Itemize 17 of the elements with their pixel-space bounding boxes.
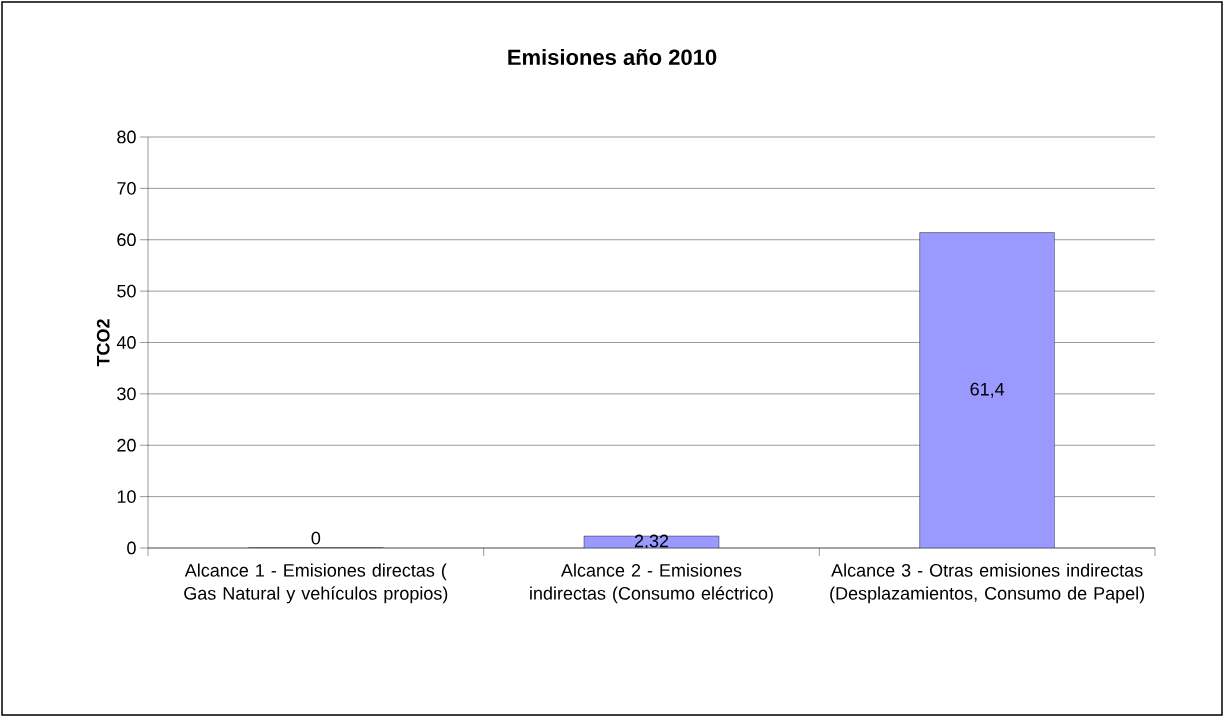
y-tick-label: 80 (117, 130, 136, 144)
data-label: 61,4 (970, 382, 1005, 398)
y-tick-label: 40 (116, 336, 136, 349)
x-tick-label: Alcance 3 - Otras emisiones indirectas (Desplazamientos, Consumo de Papel) (830, 563, 1145, 604)
y-tick-label: 50 (117, 284, 136, 298)
x-tick-label: Alcance 1 - Emisiones directas ( Gas Natural y vehículos propios) (184, 563, 448, 604)
y-tick-label: 0 (127, 541, 136, 555)
x-tick-label: Alcance 2 - Emisiones indirectas (Consumo eléctrico) (530, 563, 773, 604)
y-tick-label: 20 (117, 438, 136, 452)
chart-title: Emisiones año 2010 (508, 48, 717, 66)
data-label: 0 (311, 531, 321, 545)
y-tick-label: 60 (117, 233, 136, 247)
y-tick-label: 10 (117, 490, 136, 503)
y-tick-label: 30 (117, 387, 136, 401)
y-axis-title: TCO2 (96, 319, 110, 367)
y-tick-label: 70 (117, 181, 136, 195)
data-label: 2,32 (634, 534, 669, 550)
